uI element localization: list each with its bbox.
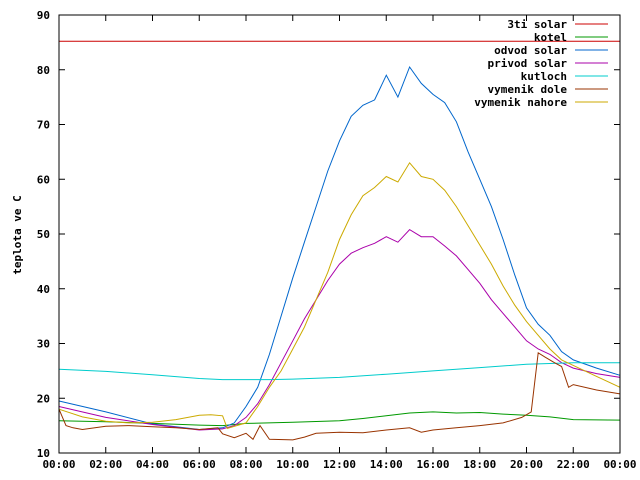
y-tick-label: 90: [37, 9, 50, 22]
legend-label: 3ti solar: [507, 18, 567, 31]
x-tick-label: 14:00: [370, 458, 403, 471]
y-tick-label: 80: [37, 64, 50, 77]
legend-label: odvod solar: [494, 44, 567, 57]
x-tick-label: 00:00: [42, 458, 75, 471]
x-tick-label: 10:00: [276, 458, 309, 471]
y-tick-label: 50: [37, 228, 50, 241]
x-tick-label: 00:00: [603, 458, 636, 471]
x-tick-label: 20:00: [510, 458, 543, 471]
series-line-kutloch: [58, 362, 620, 381]
x-tick-label: 08:00: [229, 458, 262, 471]
x-tick-label: 18:00: [463, 458, 496, 471]
x-tick-label: 06:00: [183, 458, 216, 471]
x-tick-label: 16:00: [416, 458, 449, 471]
y-tick-label: 10: [37, 447, 50, 460]
y-axis-label: teplota ve C: [11, 195, 24, 274]
legend-label: vymenik dole: [488, 83, 568, 96]
y-tick-label: 30: [37, 338, 50, 351]
x-tick-label: 02:00: [89, 458, 122, 471]
y-tick-label: 60: [37, 173, 50, 186]
x-tick-label: 12:00: [323, 458, 356, 471]
series-line-odvod-solar: [58, 65, 621, 431]
series-line-privod-solar: [58, 228, 621, 431]
y-tick-label: 70: [37, 119, 50, 132]
legend-label: kotel: [534, 31, 567, 44]
y-tick-label: 20: [37, 392, 50, 405]
series-line-vymenik-nahore: [58, 161, 621, 430]
plot-area: [58, 40, 621, 441]
legend-label: kutloch: [521, 70, 567, 83]
series-line-vymenik-dole: [58, 351, 621, 441]
axes: 10 20 30 40 50 60 70 80 90 00:00 02:00 04:00 06:00 08…: [37, 9, 637, 471]
legend-label: privod solar: [488, 57, 568, 70]
y-tick-label: 40: [37, 283, 50, 296]
x-tick-label: 22:00: [557, 458, 590, 471]
x-tick-label: 04:00: [136, 458, 169, 471]
legend-label: vymenik nahore: [474, 96, 567, 109]
